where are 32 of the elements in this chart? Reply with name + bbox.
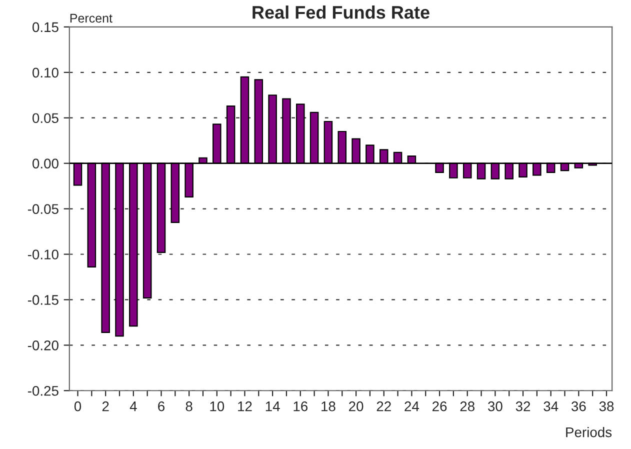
- y-tick-label: 0.00: [32, 158, 58, 168]
- x-tick-label: 22: [376, 401, 391, 412]
- x-tick-label: 4: [130, 402, 137, 412]
- x-tick-label: 0: [74, 401, 82, 412]
- x-tick-label: 8: [186, 401, 192, 412]
- x-tick-label: 6: [158, 401, 164, 412]
- y-tick-label: -0.25: [28, 386, 58, 396]
- x-tick-label: 26: [432, 401, 447, 412]
- x-tick-label: 20: [349, 401, 364, 412]
- y-tick-label: -0.15: [28, 295, 58, 305]
- y-tick-label: 0.15: [32, 22, 58, 32]
- x-tick-label: 10: [210, 401, 224, 412]
- y-axis-title: Percent: [70, 14, 112, 23]
- x-tick-label: 32: [516, 401, 530, 412]
- x-axis-title: Periods: [566, 427, 612, 438]
- x-tick-label: 18: [322, 401, 336, 412]
- x-tick-label: 2: [102, 401, 109, 412]
- x-tick-label: 38: [599, 401, 614, 412]
- y-tick-label: 0.10: [32, 68, 58, 78]
- y-tick-label: -0.20: [28, 340, 58, 350]
- x-tick-label: 12: [238, 401, 252, 412]
- x-tick-label: 24: [404, 401, 420, 412]
- y-tick-label: -0.10: [28, 250, 58, 260]
- x-tick-label: 28: [460, 401, 474, 412]
- x-tick-label: 14: [266, 402, 280, 412]
- chart-title: Real Fed Funds Rate: [252, 6, 430, 19]
- y-tick-label: 0.05: [32, 113, 58, 124]
- y-tick-label: -0.05: [28, 204, 58, 214]
- x-tick-label: 36: [571, 401, 586, 412]
- x-tick-label: 16: [294, 401, 308, 412]
- x-tick-label: 34: [544, 401, 558, 412]
- x-tick-label: 30: [488, 401, 502, 412]
